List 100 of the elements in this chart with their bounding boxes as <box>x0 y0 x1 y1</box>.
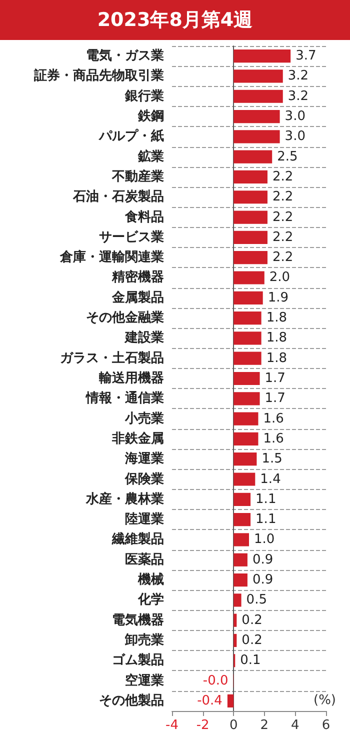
bar <box>227 694 234 708</box>
data-label: 0.9 <box>252 552 274 568</box>
bar <box>234 614 237 627</box>
y-tick-label: 倉庫・運輸関連業 <box>59 249 164 266</box>
y-tick-label: 小売業 <box>124 411 164 426</box>
data-label: 3.2 <box>288 88 309 104</box>
bar <box>234 634 237 648</box>
bar <box>234 170 268 184</box>
y-tick-label: 食料品 <box>124 210 164 225</box>
bar <box>234 50 291 63</box>
bar <box>234 513 251 526</box>
data-label: 0.1 <box>240 653 261 668</box>
bar <box>234 70 283 83</box>
data-label: 2.2 <box>272 230 294 245</box>
y-tick-label: 証券・商品先物取引業 <box>33 68 164 84</box>
bar <box>234 492 251 506</box>
bar <box>234 150 272 164</box>
y-tick-label: 海運業 <box>124 452 164 467</box>
y-tick-label: 銀行業 <box>124 88 164 104</box>
y-tick-label: 空運業 <box>125 672 164 688</box>
data-label: 1.9 <box>268 290 289 306</box>
bar <box>234 372 260 386</box>
data-label: 1.4 <box>260 472 281 487</box>
bar <box>234 251 268 264</box>
data-label: 1.7 <box>264 391 286 406</box>
bar <box>234 412 258 426</box>
data-label: -0.4 <box>197 693 222 708</box>
y-tick-label: 鉱業 <box>137 148 164 164</box>
y-tick-label: 輸送用機器 <box>98 371 164 386</box>
data-label: 0.5 <box>246 592 267 608</box>
bar <box>234 311 262 325</box>
data-label: 2.0 <box>269 270 290 286</box>
bar <box>234 291 263 304</box>
data-label: 3.0 <box>284 129 306 144</box>
data-label: 2.2 <box>272 169 294 184</box>
bar <box>234 594 242 607</box>
annotation: (%) <box>314 693 336 708</box>
data-label: 1.1 <box>256 512 276 528</box>
y-tick-label: 繊維製品 <box>111 532 164 548</box>
bar <box>234 210 268 224</box>
bar <box>234 230 268 244</box>
bar <box>234 432 258 446</box>
data-label: 2.2 <box>272 190 294 205</box>
y-tick-label: 水産・農林業 <box>85 490 164 507</box>
data-label: 1.7 <box>264 371 286 386</box>
data-label: 2.5 <box>277 149 298 164</box>
data-label: 1.8 <box>266 330 288 346</box>
bar <box>234 533 249 546</box>
data-label: 3.7 <box>296 48 316 64</box>
y-tick-label: 陸運業 <box>125 512 164 528</box>
bar <box>234 553 248 566</box>
data-label: 1.5 <box>262 452 282 467</box>
y-tick-label: 医薬品 <box>125 551 164 568</box>
data-label: 0.2 <box>242 612 262 628</box>
x-tick-label: 0 <box>229 718 238 733</box>
y-tick-label: その他製品 <box>99 693 164 708</box>
data-label: 3.0 <box>284 109 306 124</box>
bar <box>234 90 283 103</box>
y-tick-label: 非鉄金属 <box>111 431 164 446</box>
x-tick-label: 4 <box>291 718 300 733</box>
y-tick-label: 金属製品 <box>111 290 164 306</box>
bar <box>234 352 262 365</box>
y-tick-label: パルプ・紙 <box>98 128 164 144</box>
bar <box>234 392 260 406</box>
bar <box>234 472 256 486</box>
bar <box>234 452 257 466</box>
bar <box>234 271 264 284</box>
data-label: 1.0 <box>254 532 275 548</box>
data-label: 1.1 <box>256 492 276 507</box>
data-label: -0.0 <box>202 673 228 688</box>
data-label: 1.6 <box>263 431 284 446</box>
data-label: 0.2 <box>242 632 262 648</box>
y-tick-label: 機械 <box>137 572 164 588</box>
data-label: 1.8 <box>266 350 288 366</box>
x-tick-label: 6 <box>322 718 330 733</box>
y-tick-label: 鉄鋼 <box>137 109 164 124</box>
bar <box>234 110 280 124</box>
x-tick-label: -2 <box>196 718 210 733</box>
data-label: 2.2 <box>272 210 294 225</box>
data-label: 1.8 <box>266 310 288 326</box>
y-tick-label: 化学 <box>137 592 164 608</box>
data-label: 2.2 <box>272 250 294 266</box>
y-tick-label: 電気・ガス業 <box>86 48 164 64</box>
bar <box>234 130 280 144</box>
y-tick-label: 建設業 <box>124 330 164 346</box>
x-tick-label: -4 <box>166 718 178 733</box>
y-tick-label: 保険業 <box>124 472 164 487</box>
y-tick-label: その他金融業 <box>86 310 164 326</box>
y-tick-label: サービス業 <box>99 230 164 245</box>
y-tick-label: 卸売業 <box>124 632 164 648</box>
y-tick-label: 情報・通信業 <box>85 390 164 406</box>
bar <box>234 573 248 587</box>
chart-title: 2023年8月第4週 <box>0 0 350 40</box>
bar <box>234 190 268 204</box>
data-label: 3.2 <box>288 68 309 84</box>
y-tick-label: ゴム製品 <box>112 653 164 668</box>
data-label: 1.6 <box>263 411 284 426</box>
bar <box>234 332 262 345</box>
y-tick-label: 精密機器 <box>111 269 164 286</box>
y-tick-label: 電気機器 <box>112 612 164 628</box>
